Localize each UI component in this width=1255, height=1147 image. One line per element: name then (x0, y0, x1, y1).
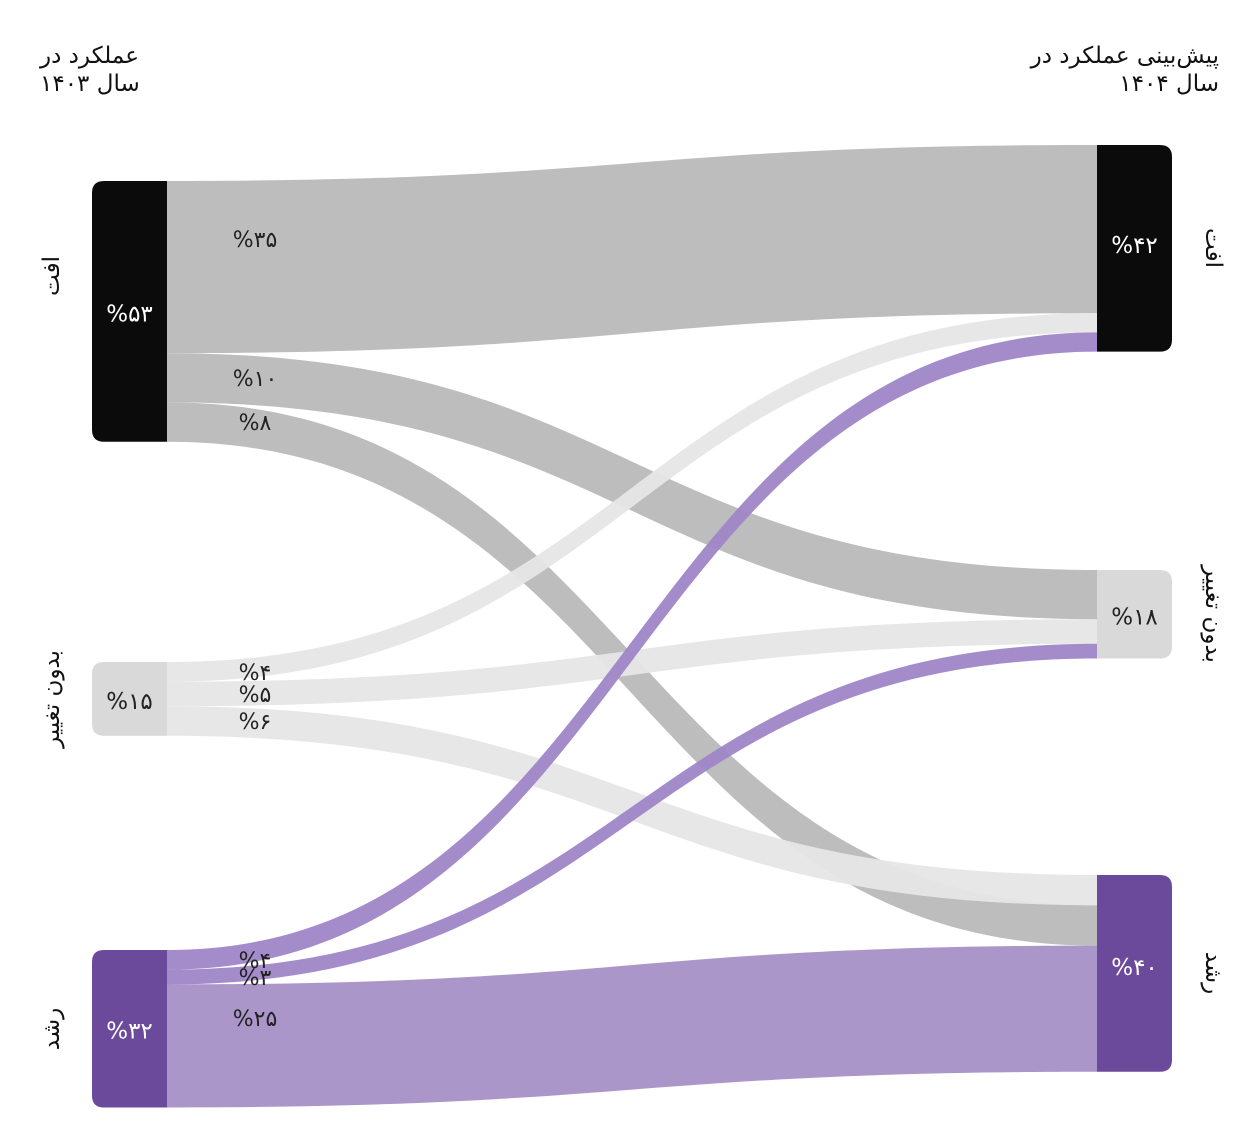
flow-label-unchanged-to-unchanged: %۵ (239, 683, 272, 708)
flow-label-growth-to-growth: %۲۵ (233, 1007, 278, 1032)
flow-labels: %۳۵%۱۰%۸%۴%۵%۶%۴%۳%۲۵ (233, 228, 278, 1032)
left-label-growth: رشد (39, 1007, 65, 1050)
left-node-decline (92, 181, 167, 442)
flow-growth-to-unchanged (167, 643, 1097, 985)
right-label-growth: رشد (1200, 952, 1226, 995)
right-node-growth (1097, 875, 1172, 1072)
header-left-line1: عملکرد در (40, 43, 139, 69)
right-node-value-unchanged: %۱۸ (1111, 604, 1158, 630)
flow-growth-to-growth (167, 945, 1097, 1108)
flow-decline-to-decline (167, 145, 1097, 354)
left-node-unchanged (92, 662, 167, 736)
right-node-value-growth: %۴۰ (1111, 955, 1158, 981)
flow-label-growth-to-unchanged: %۳ (239, 966, 272, 991)
left-node-value-unchanged: %۱۵ (106, 689, 153, 715)
flow-label-decline-to-unchanged: %۱۰ (233, 367, 278, 392)
flow-label-growth-to-decline: %۴ (239, 949, 272, 974)
right-node-value-decline: %۴۲ (1111, 233, 1158, 259)
header-left-line2: سال ۱۴۰۳ (40, 71, 140, 97)
flow-growth-to-decline (167, 332, 1097, 970)
right-label-decline: افت (1200, 228, 1226, 269)
flow-label-unchanged-to-decline: %۴ (239, 661, 272, 686)
flow-links (167, 145, 1097, 1108)
left-label-unchanged: بدون تغییر (39, 649, 65, 748)
flow-unchanged-to-decline (167, 313, 1097, 682)
flow-unchanged-to-unchanged (167, 619, 1097, 707)
left-node-value-decline: %۵۳ (106, 301, 153, 327)
header-right: پیش‌بینی عملکرد در سال ۱۴۰۴ (1031, 42, 1219, 98)
flow-label-decline-to-growth: %۸ (239, 411, 272, 436)
flow-unchanged-to-growth (167, 706, 1097, 906)
nodes: %۵۳ %۱۵ %۳۲ %۴۲ %۱۸ %۴۰ (92, 145, 1172, 1108)
flow-label-unchanged-to-growth: %۶ (239, 710, 272, 735)
flow-decline-to-unchanged (167, 353, 1097, 620)
right-label-unchanged: بدون تغییر (1200, 565, 1226, 664)
left-node-value-growth: %۳۲ (106, 1019, 153, 1045)
header-right-line2: سال ۱۴۰۴ (1119, 71, 1219, 97)
right-node-unchanged (1097, 570, 1172, 659)
left-label-decline: افت (39, 256, 65, 297)
flow-label-decline-to-decline: %۳۵ (233, 228, 278, 253)
header-right-line1: پیش‌بینی عملکرد در (1030, 43, 1219, 69)
right-node-decline (1097, 145, 1172, 352)
left-node-growth (92, 950, 167, 1108)
header-left: عملکرد در سال ۱۴۰۳ (40, 42, 140, 98)
